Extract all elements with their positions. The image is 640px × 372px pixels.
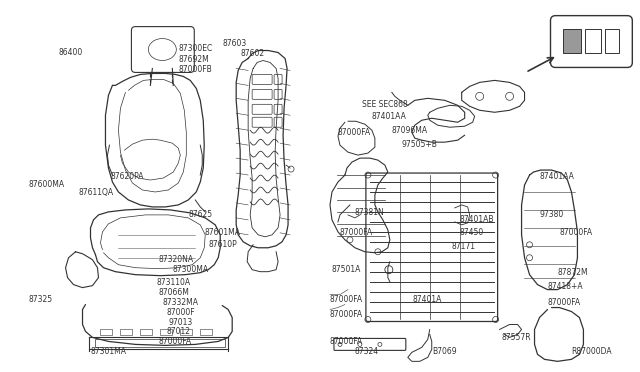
Text: 873110A: 873110A — [156, 278, 191, 287]
Text: 87000FA: 87000FA — [340, 228, 373, 237]
Bar — [100, 330, 113, 336]
Text: 87401AA: 87401AA — [372, 112, 407, 121]
Text: R87000DA: R87000DA — [572, 347, 612, 356]
Text: 87012: 87012 — [166, 327, 190, 336]
Text: 87000FA: 87000FA — [158, 337, 191, 346]
Text: 87603: 87603 — [222, 39, 246, 48]
Text: 87332MA: 87332MA — [163, 298, 198, 307]
Text: 87000FA: 87000FA — [559, 228, 593, 237]
Bar — [180, 330, 192, 336]
Text: 87000FA: 87000FA — [547, 298, 580, 307]
Text: 87450: 87450 — [460, 228, 484, 237]
Text: 97013: 97013 — [168, 318, 193, 327]
Text: 87418+A: 87418+A — [547, 282, 583, 291]
Text: 87611QA: 87611QA — [79, 188, 114, 197]
Text: 97380: 97380 — [540, 210, 564, 219]
Bar — [200, 330, 212, 336]
Text: 87600MA: 87600MA — [29, 180, 65, 189]
Text: B7069: B7069 — [432, 347, 456, 356]
Text: 87066M: 87066M — [158, 288, 189, 296]
Text: 87557R: 87557R — [502, 333, 531, 343]
Text: 87401AB: 87401AB — [460, 215, 494, 224]
Text: 87381N: 87381N — [355, 208, 385, 217]
Text: 87401A: 87401A — [413, 295, 442, 304]
Text: 87401AA: 87401AA — [540, 172, 574, 181]
Text: 87501A: 87501A — [332, 265, 362, 274]
Text: 87000FA: 87000FA — [330, 337, 363, 346]
Text: 87872M: 87872M — [557, 268, 588, 277]
Text: 97505+B: 97505+B — [402, 140, 438, 149]
Text: 87325: 87325 — [29, 295, 52, 304]
Text: 87301MA: 87301MA — [90, 347, 127, 356]
Bar — [605, 29, 620, 52]
Bar — [120, 330, 132, 336]
Text: 87620PA: 87620PA — [111, 172, 144, 181]
Text: 86400: 86400 — [58, 48, 83, 57]
Text: 87324: 87324 — [355, 347, 379, 356]
Bar — [161, 330, 172, 336]
Text: SEE SEC868: SEE SEC868 — [362, 100, 408, 109]
Text: 87300MA: 87300MA — [172, 265, 209, 274]
Text: 87096MA: 87096MA — [392, 126, 428, 135]
Text: 87602: 87602 — [240, 48, 264, 58]
Bar — [563, 29, 581, 52]
Text: 87601MA: 87601MA — [204, 228, 240, 237]
Text: 87000FB: 87000FB — [179, 65, 212, 74]
Bar — [140, 330, 152, 336]
Text: 87300EC: 87300EC — [179, 44, 212, 52]
Text: 87320NA: 87320NA — [158, 255, 193, 264]
Text: 87610P: 87610P — [208, 240, 237, 249]
Text: 87625: 87625 — [188, 210, 212, 219]
Text: 87000F: 87000F — [166, 308, 195, 317]
Bar — [586, 29, 602, 52]
Text: 87692M: 87692M — [179, 55, 209, 64]
Text: 87171: 87171 — [452, 242, 476, 251]
Text: 87000FA: 87000FA — [338, 128, 371, 137]
Text: 87000FA: 87000FA — [330, 310, 363, 318]
Text: 87000FA: 87000FA — [330, 295, 363, 304]
